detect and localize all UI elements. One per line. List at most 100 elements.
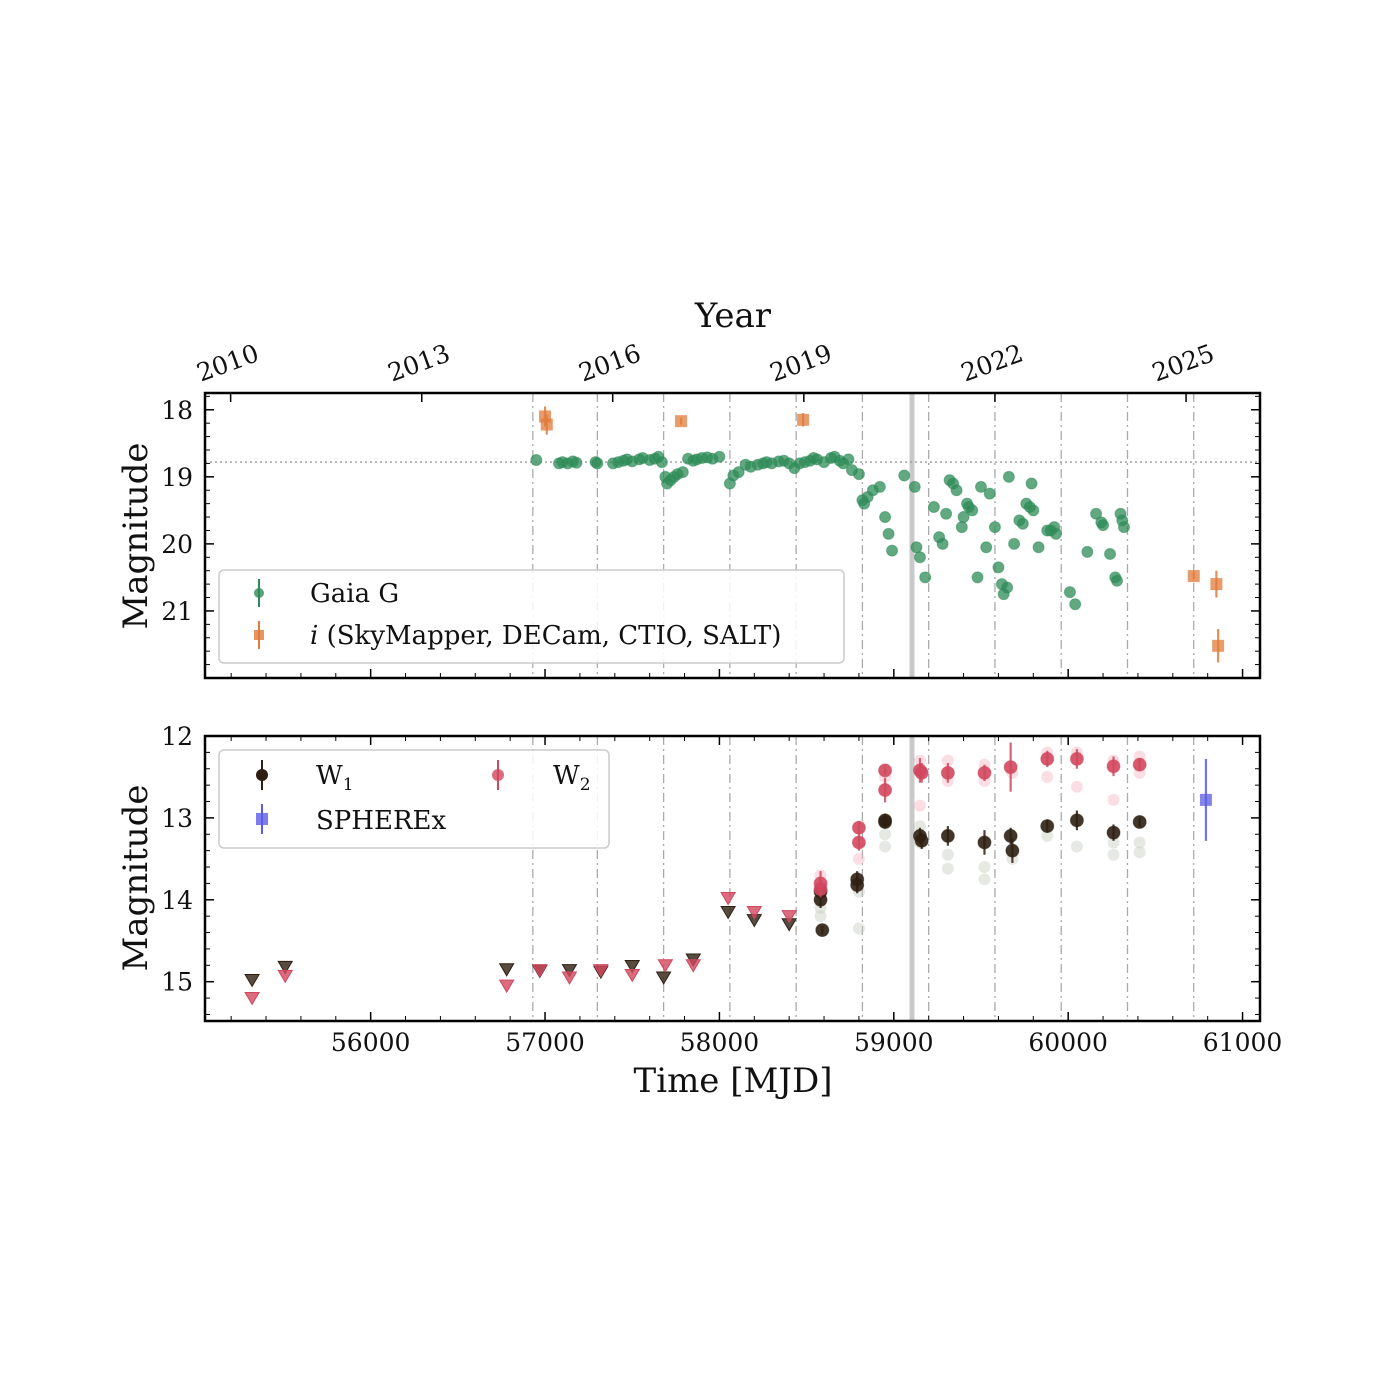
- top-gaia-point-34: [732, 466, 745, 479]
- top-gaia-point-100-dot: [1032, 541, 1045, 554]
- top-gaia-point-82-dot: [966, 504, 979, 517]
- top-gaia-point-67: [908, 480, 921, 493]
- bottom-w2-point-7-dot: [914, 765, 929, 780]
- top-gaia-point-74-dot: [940, 507, 953, 520]
- bottom-w2-limit-point-4: [561, 971, 578, 985]
- bottom-w1-limit-point-0: [244, 973, 260, 988]
- bottom-w2-limit-point-7-triangle: [657, 959, 674, 973]
- top-gaia-point-70: [919, 571, 932, 584]
- bottom-w1-faint-point-10: [978, 861, 991, 874]
- bottom-w1-point-14-dot: [1069, 813, 1084, 828]
- bottom-w1-point-13-dot: [1040, 819, 1055, 834]
- bottom-w2-point-8: [940, 763, 955, 783]
- bottom-ytick-label-3: 15: [161, 968, 193, 997]
- top-gaia-point-62: [873, 480, 886, 493]
- bottom-w2-point-13: [1106, 756, 1121, 777]
- bottom-w1-point-4: [850, 876, 865, 894]
- bottom-w2-limit-point-9: [720, 892, 737, 906]
- bottom-w2-limit-point-8: [685, 959, 702, 973]
- bottom-w1-point-2-dot: [815, 923, 830, 938]
- bottom-w2-point-4-dot: [878, 763, 893, 778]
- bottom-w2-faint-point-6: [941, 754, 954, 767]
- top-gaia-point-68: [910, 541, 923, 554]
- bottom-w2-limit-point-2-triangle: [498, 979, 515, 994]
- top-gaia-point-18-dot: [655, 456, 668, 469]
- legend-gaia-marker: [254, 579, 264, 607]
- legend-w1-subscript: 1: [343, 775, 354, 795]
- top-gaia-point-78: [955, 521, 968, 534]
- legend-gaia-dot: [254, 588, 264, 598]
- bottom-w2-point-12: [1069, 749, 1084, 769]
- top-gaia-point-92-dot: [1002, 470, 1015, 483]
- bottom-shaded-band: [909, 736, 915, 1021]
- top-panel-reference-lines: [205, 393, 1260, 678]
- bottom-w1-limit-point-9: [720, 905, 737, 920]
- bottom-w2-limit-point-3-triangle: [531, 964, 548, 978]
- bottom-w2-faint-point-14: [1070, 780, 1083, 793]
- bottom-w1-faint-point-10-dot: [978, 861, 991, 874]
- top-gaia-point-87: [988, 521, 1001, 534]
- bottom-w2-point-10-dot: [1003, 760, 1018, 775]
- top-gaia-point-63: [879, 511, 892, 524]
- bottom-w2-faint-point-2-dot: [852, 852, 865, 865]
- bottom-w1-faint-point-5-dot: [879, 840, 892, 853]
- bottom-w1-point-10: [977, 830, 992, 855]
- bottom-w2-point-2-dot: [851, 820, 866, 835]
- bottom-w1-faint-point-8: [941, 848, 954, 861]
- bottom-w1-point-8: [914, 832, 929, 850]
- legend-w2-text: W: [553, 761, 580, 791]
- top-gaia-point-105-dot: [1063, 586, 1076, 599]
- top-gaia-point-77: [950, 484, 963, 497]
- top-gaia-point-91: [1001, 581, 1014, 594]
- x-tick-label-3: 59000: [854, 1028, 934, 1057]
- bottom-w2-faint-point-5-dot: [913, 799, 926, 812]
- legend-w1-marker: [256, 760, 268, 790]
- bottom-w2-limit-point-6-triangle: [624, 969, 641, 983]
- legend-gaia-label: Gaia G: [310, 579, 399, 609]
- bottom-w2-limit-point-0: [244, 991, 260, 1006]
- top-gaia-point-95: [1016, 517, 1029, 530]
- bottom-w2-limit-point-10-triangle: [746, 905, 763, 920]
- bottom-w1-faint-point-16-dot: [1107, 848, 1120, 861]
- bottom-w1-faint-point-3-dot: [852, 922, 865, 935]
- legend-w1-dot: [256, 769, 268, 781]
- top-gaia-point-91-dot: [1001, 581, 1014, 594]
- top-gaia-point-65: [886, 544, 899, 557]
- x-tick-label-2: 58000: [680, 1028, 760, 1057]
- top-gaia-point-79-dot: [957, 511, 970, 524]
- top-gaia-point-62-dot: [873, 480, 886, 493]
- bottom-w1-limit-point-7-triangle: [655, 971, 672, 985]
- bottom-w2-limit-point-4-triangle: [561, 971, 578, 985]
- bottom-w1-limit-point-6-triangle: [624, 960, 641, 974]
- bottom-w1-faint-point-9-dot: [941, 862, 954, 875]
- bottom-w2-limit-point-11: [781, 910, 798, 924]
- top-gaia-point-107-dot: [1081, 545, 1094, 558]
- top-gaia-point-65-dot: [886, 544, 899, 557]
- top-gaia-point-116-dot: [1117, 521, 1130, 534]
- top-gaia-point-71: [927, 501, 940, 513]
- bottom-w2-faint-point-12-dot: [1041, 770, 1054, 783]
- bottom-w2-limit-point-2: [498, 979, 515, 994]
- bottom-w1-limit-point-1-triangle: [277, 960, 294, 975]
- bottom-w1-faint-point-6-dot: [913, 820, 926, 833]
- bottom-w2-faint-point-16-dot: [1107, 793, 1120, 806]
- bottom-panel-data-points: [244, 742, 1212, 1006]
- top-gaia-point-86: [983, 487, 996, 500]
- legend-spherex-marker: [256, 804, 268, 834]
- top-ytick-label-2: 20: [161, 530, 193, 559]
- top-legend: Gaia G i (SkyMapper, DECam, CTIO, SALT): [218, 569, 845, 664]
- top-i_band-point-6-square: [1212, 639, 1225, 652]
- bottom-w1-faint-point-18-dot: [1133, 846, 1146, 859]
- bottom-w2-faint-point-16: [1107, 793, 1120, 806]
- top-gaia-point-98: [1025, 477, 1038, 490]
- bottom-w2-point-11: [1040, 750, 1055, 768]
- bottom-w1-faint-point-13-dot: [1041, 829, 1054, 842]
- bottom-w1-limit-point-1: [277, 960, 294, 975]
- top-gaia-point-83-dot: [971, 571, 984, 584]
- top-gaia-point-113: [1111, 574, 1124, 587]
- bottom-w1-faint-point-4: [879, 828, 892, 841]
- bottom-w1-point-2: [815, 923, 830, 938]
- bottom-w2-point-10: [1003, 742, 1018, 792]
- bottom-w1-point-16-dot: [1132, 814, 1147, 829]
